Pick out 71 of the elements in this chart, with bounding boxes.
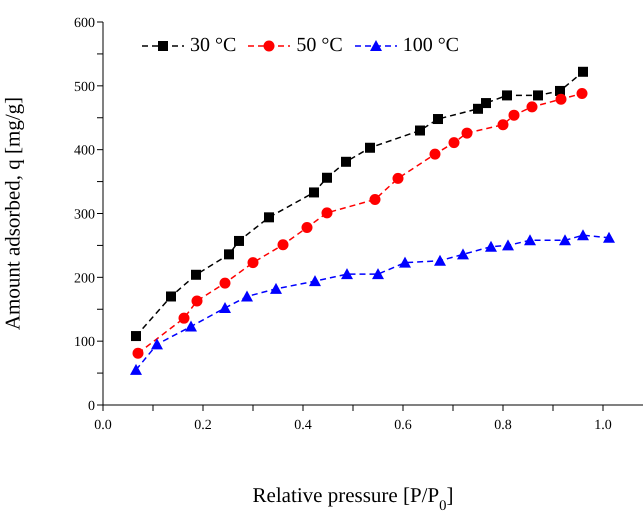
point bbox=[131, 331, 141, 342]
point bbox=[220, 278, 230, 289]
point bbox=[341, 268, 353, 280]
point bbox=[309, 187, 319, 198]
point bbox=[603, 232, 615, 243]
point bbox=[278, 239, 288, 250]
point bbox=[322, 172, 332, 183]
point bbox=[365, 142, 375, 153]
y-axis-title: Amount adsorbed, q [mg/g] bbox=[0, 96, 24, 330]
point bbox=[392, 172, 404, 184]
point bbox=[433, 114, 443, 124]
point bbox=[578, 66, 588, 77]
point bbox=[577, 229, 589, 240]
y-tick-label: 500 bbox=[74, 80, 95, 95]
point bbox=[533, 90, 543, 100]
point bbox=[502, 239, 514, 250]
point bbox=[473, 104, 483, 114]
y-tick-label: 200 bbox=[74, 271, 95, 286]
y-tick-label: 0 bbox=[88, 398, 95, 414]
point bbox=[224, 249, 234, 260]
point bbox=[524, 234, 536, 246]
point bbox=[556, 94, 566, 105]
x-tick-label: 0.6 bbox=[394, 418, 412, 433]
point bbox=[372, 268, 384, 280]
point bbox=[241, 290, 253, 302]
point bbox=[130, 364, 142, 375]
point bbox=[430, 148, 440, 160]
y-tick-label: 400 bbox=[74, 144, 95, 159]
point bbox=[322, 207, 332, 218]
point bbox=[341, 156, 351, 167]
point bbox=[462, 128, 472, 139]
point bbox=[309, 275, 321, 286]
y-tick-label: 300 bbox=[74, 207, 95, 222]
point bbox=[151, 338, 163, 350]
point bbox=[234, 236, 244, 246]
y-tick-label: 100 bbox=[74, 335, 95, 350]
point bbox=[508, 110, 520, 121]
x-tick-label: 0.0 bbox=[94, 418, 112, 433]
x-tick-label: 0.4 bbox=[294, 418, 312, 433]
point bbox=[302, 222, 312, 234]
point bbox=[399, 256, 411, 268]
point bbox=[166, 291, 176, 302]
point bbox=[448, 137, 460, 148]
point bbox=[457, 248, 469, 260]
point bbox=[498, 119, 508, 130]
legend-label: 50 °C bbox=[296, 34, 343, 57]
x-tick-label: 1.0 bbox=[594, 418, 612, 433]
point bbox=[132, 348, 144, 359]
point bbox=[485, 240, 497, 252]
legend-label: 100 °C bbox=[402, 34, 460, 57]
legend-label: 30 °C bbox=[190, 34, 236, 57]
y-tick-label: 600 bbox=[74, 16, 95, 31]
point bbox=[191, 270, 201, 280]
point bbox=[434, 254, 446, 266]
point bbox=[576, 88, 588, 99]
x-tick-label: 0.2 bbox=[194, 418, 212, 433]
point bbox=[219, 302, 231, 313]
point bbox=[415, 126, 425, 136]
x-tick-label: 0.8 bbox=[494, 418, 512, 433]
point bbox=[481, 98, 491, 108]
point bbox=[502, 90, 512, 100]
point bbox=[264, 212, 274, 222]
point bbox=[178, 312, 190, 324]
point bbox=[270, 282, 282, 294]
point bbox=[192, 295, 202, 306]
point bbox=[526, 101, 538, 112]
point bbox=[185, 320, 197, 332]
x-axis-title: Relative pressure [P/P$_{0}$] bbox=[252, 483, 454, 512]
point bbox=[248, 257, 258, 268]
point bbox=[370, 194, 380, 205]
point bbox=[559, 234, 571, 246]
